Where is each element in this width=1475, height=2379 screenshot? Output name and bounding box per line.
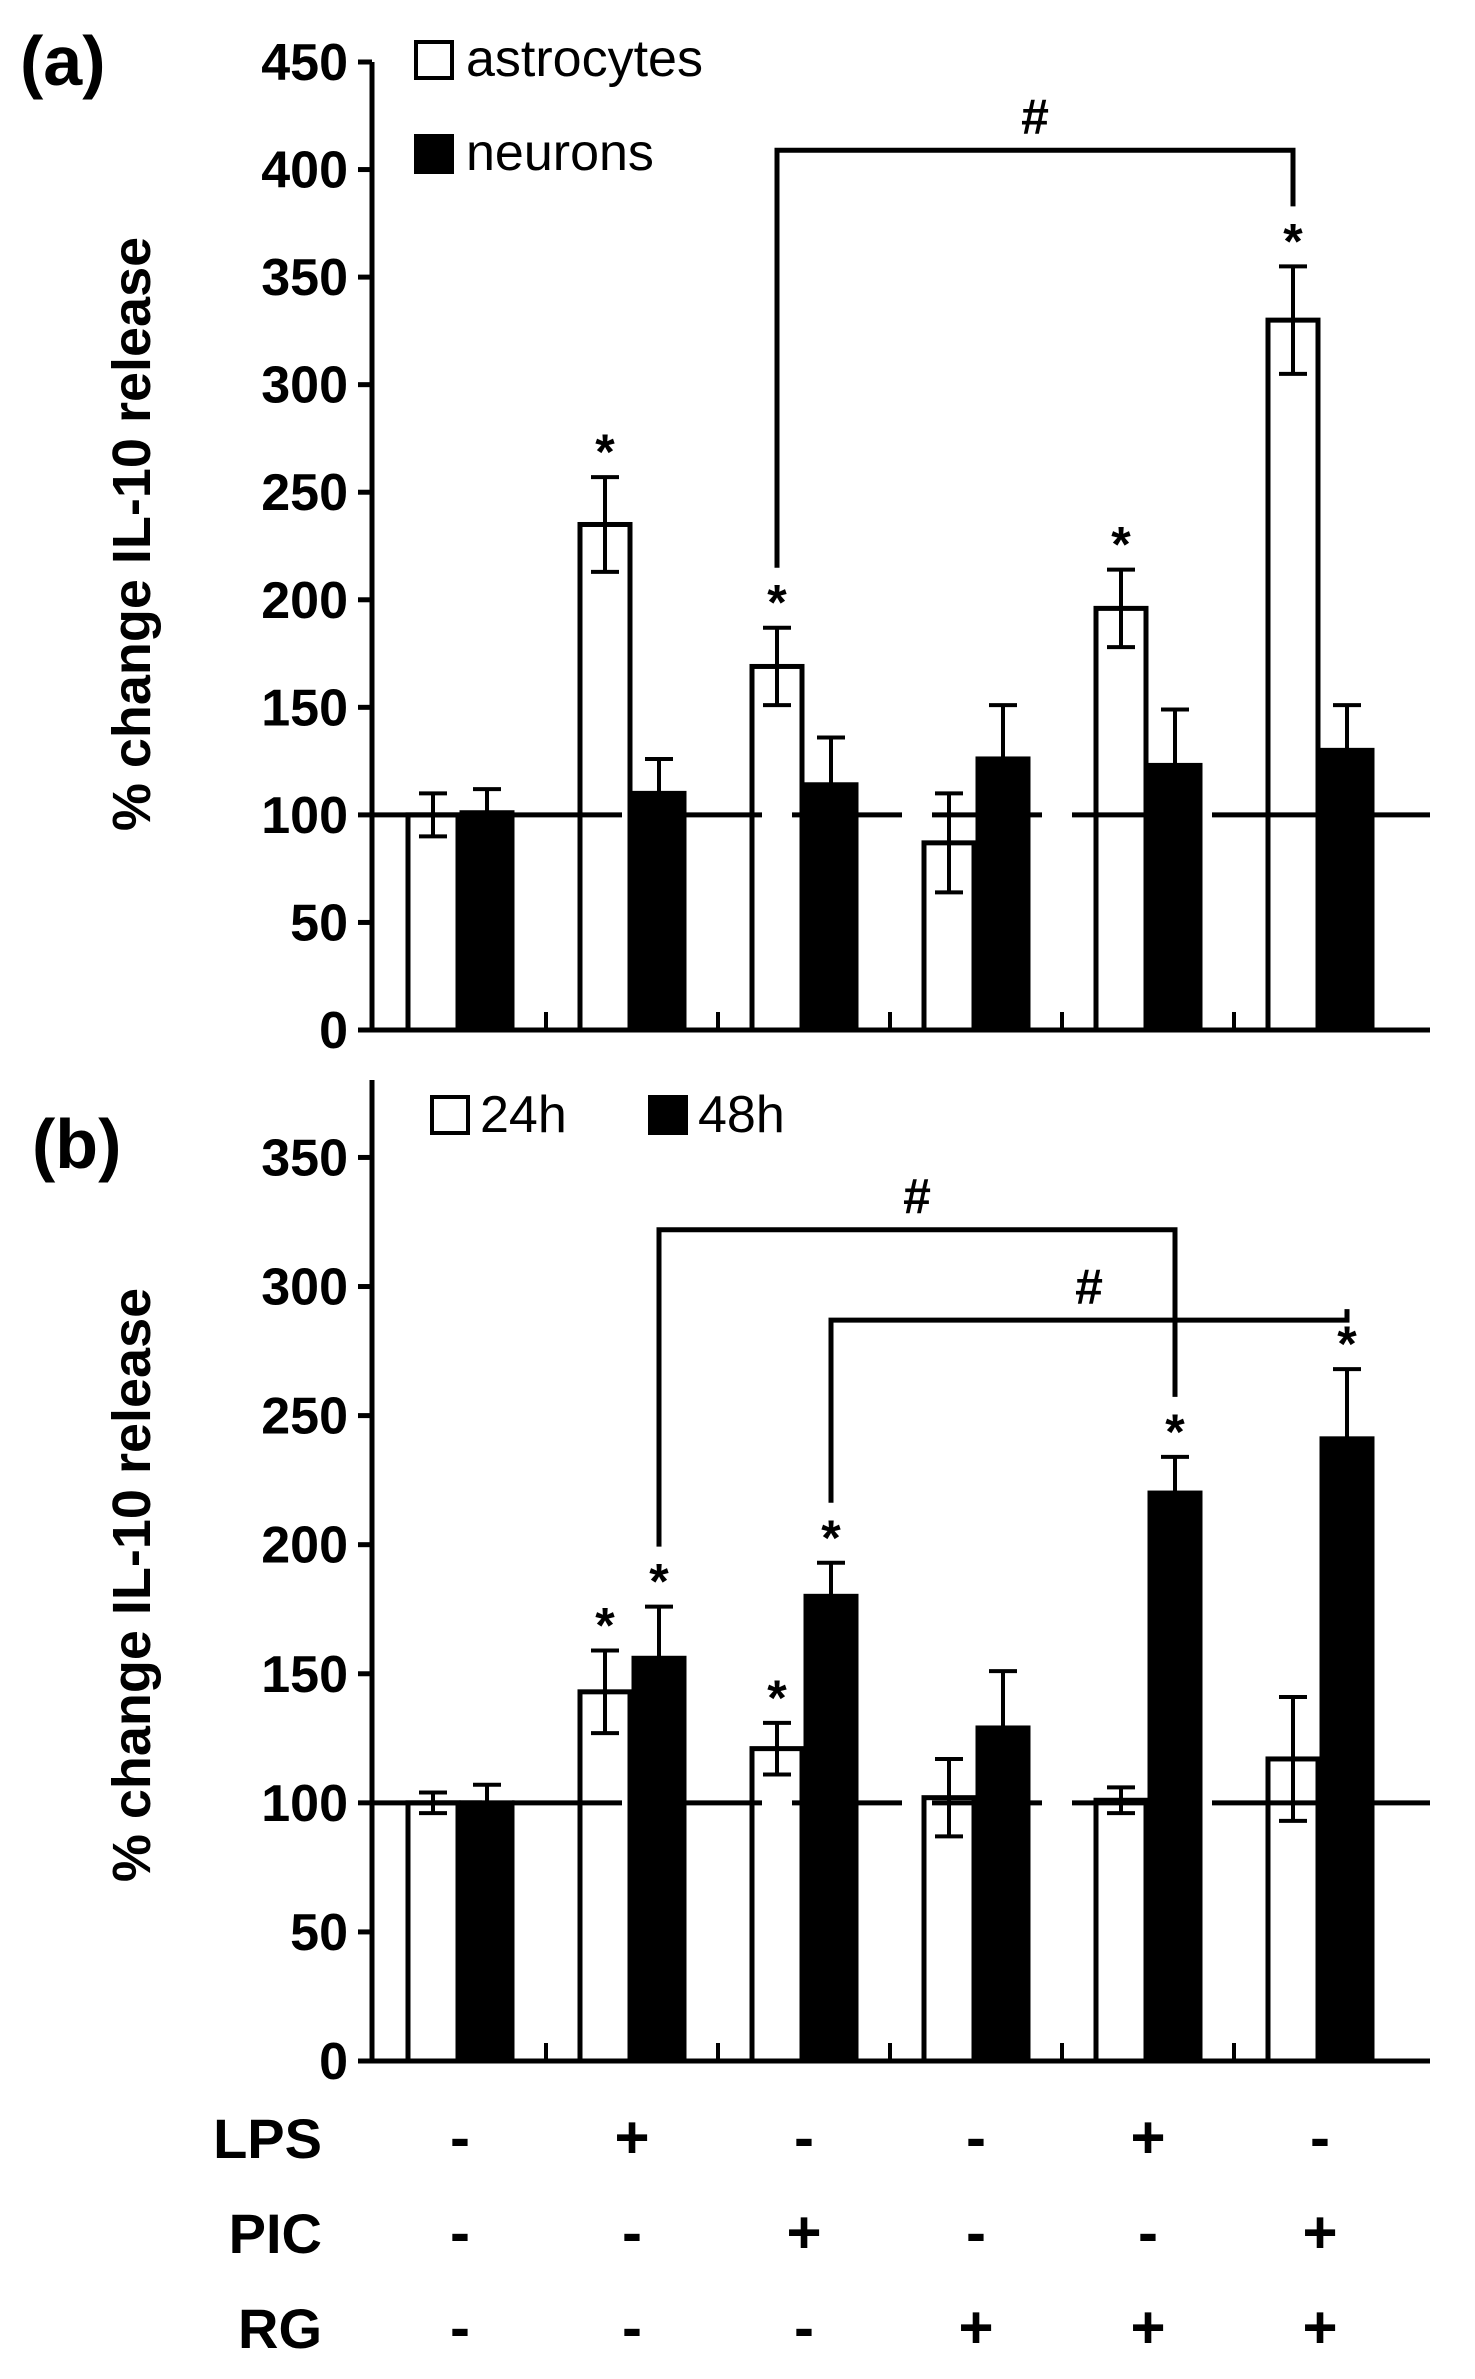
panel-b-bar xyxy=(405,1800,461,2064)
condition-label-rg: RG xyxy=(238,2297,322,2360)
legend-swatch-48h xyxy=(648,1095,688,1135)
panel-a-y-tick-label: 300 xyxy=(261,357,348,415)
panel-b-y-tick-label: 150 xyxy=(261,1646,348,1704)
condition-sign-pic: + xyxy=(786,2199,821,2266)
panel-b-y-axis-title: % change IL-10 release xyxy=(102,1288,162,1882)
panel-b-y-tick-label: 200 xyxy=(261,1517,348,1575)
panel-a: (a) % change IL-10 release astrocytes ne… xyxy=(20,22,1430,1060)
panel-b-y-tick-label: 100 xyxy=(261,1775,348,1833)
panel-b-significance-mark: * xyxy=(649,1554,669,1610)
condition-sign-pic: - xyxy=(622,2199,642,2266)
panel-a-bracket-label: # xyxy=(1021,89,1049,145)
legend-label-astrocytes: astrocytes xyxy=(466,30,703,88)
panel-b-bar xyxy=(1147,1490,1203,2064)
panel-b-y-tick-label: 0 xyxy=(319,2033,348,2091)
panel-b-bracket-label: # xyxy=(1075,1259,1103,1315)
condition-sign-rg: - xyxy=(450,2294,470,2361)
condition-sign-pic: - xyxy=(450,2199,470,2266)
condition-sign-pic: - xyxy=(966,2199,986,2266)
condition-sign-rg: - xyxy=(794,2294,814,2361)
condition-sign-lps: - xyxy=(794,2104,814,2171)
panel-b-bar xyxy=(577,1689,633,2064)
panel-a-y-tick-label: 450 xyxy=(261,34,348,92)
panel-a-y-tick-label: 150 xyxy=(261,679,348,737)
panel-a-bar xyxy=(459,810,515,1033)
panel-b-significance-mark: * xyxy=(1165,1404,1185,1460)
legend-swatch-astrocytes xyxy=(414,40,454,80)
panel-a-y-axis-title: % change IL-10 release xyxy=(102,237,162,831)
panel-a-comparison-bracket xyxy=(774,147,1296,568)
panel-a-plot: 0 50 100 150 200 250 300 350 400 450 * * * * # xyxy=(261,34,1430,1060)
legend-swatch-24h xyxy=(430,1095,470,1135)
condition-label-lps: LPS xyxy=(213,2107,322,2170)
panel-a-significance-mark: * xyxy=(767,575,787,631)
panel-b-bracket-label: # xyxy=(903,1169,931,1225)
panel-a-bar xyxy=(1093,605,1149,1033)
panel-b-label: (b) xyxy=(32,1105,121,1183)
panel-b-significance-mark: * xyxy=(1337,1316,1357,1372)
panel-b-y-tick-label: 250 xyxy=(261,1388,348,1446)
condition-sign-rg: + xyxy=(1302,2294,1337,2361)
condition-sign-rg: - xyxy=(622,2294,642,2361)
conditions-table: LPS PIC RG - + - - + - - - + - - + - - - + + + xyxy=(213,2104,1337,2361)
panel-a-y-tick-label: 200 xyxy=(261,572,348,630)
panel-a-bar xyxy=(405,812,461,1033)
panel-a-y-tick-label: 0 xyxy=(319,1002,348,1060)
panel-a-significance-mark: * xyxy=(595,424,615,480)
panel-a-bar xyxy=(1265,317,1321,1033)
panel-b-significance-mark: * xyxy=(767,1670,787,1726)
legend-label-24h: 24h xyxy=(480,1086,567,1144)
panel-b-plot: 0 50 100 150 200 250 300 350 * * * * * * # # xyxy=(261,1080,1430,2091)
panel-b-comparison-bracket xyxy=(656,1227,1178,1547)
panel-b-bar xyxy=(1093,1797,1149,2064)
panel-b-bar xyxy=(631,1655,687,2064)
panel-b: (b) % change IL-10 release 24h 48h 0 50 10… xyxy=(32,1080,1430,2091)
panel-a-legend: astrocytes neurons xyxy=(414,30,703,182)
panel-b-bar xyxy=(803,1593,859,2064)
panel-b-y-tick-label: 350 xyxy=(261,1129,348,1187)
panel-b-bar xyxy=(749,1746,805,2064)
legend-label-neurons: neurons xyxy=(466,124,654,182)
panel-b-bar xyxy=(1319,1436,1375,2064)
condition-sign-lps: - xyxy=(450,2104,470,2171)
panel-a-y-tick-label: 100 xyxy=(261,787,348,845)
panel-a-y-tick-label: 400 xyxy=(261,142,348,200)
condition-sign-lps: + xyxy=(614,2104,649,2171)
panel-b-bar xyxy=(459,1800,515,2064)
condition-sign-lps: + xyxy=(1130,2104,1165,2171)
panel-b-significance-mark: * xyxy=(821,1510,841,1566)
panel-b-y-tick-label: 300 xyxy=(261,1259,348,1317)
panel-a-significance-mark: * xyxy=(1111,517,1131,573)
condition-sign-pic: - xyxy=(1138,2199,1158,2266)
panel-a-y-tick-label: 250 xyxy=(261,464,348,522)
panel-a-significance-mark: * xyxy=(1283,213,1303,269)
condition-sign-lps: - xyxy=(1310,2104,1330,2171)
panel-a-bar xyxy=(975,756,1031,1033)
panel-a-label: (a) xyxy=(20,22,106,100)
condition-label-pic: PIC xyxy=(229,2202,322,2265)
panel-b-comparison-bracket xyxy=(828,1309,1350,1503)
panel-b-significance-mark: * xyxy=(595,1598,615,1654)
panel-a-bar xyxy=(749,663,805,1033)
panel-a-y-tick-label: 350 xyxy=(261,249,348,307)
condition-sign-lps: - xyxy=(966,2104,986,2171)
condition-sign-pic: + xyxy=(1302,2199,1337,2266)
panel-a-bar xyxy=(577,521,633,1033)
panel-b-legend: 24h 48h xyxy=(430,1086,785,1144)
condition-sign-rg: + xyxy=(958,2294,993,2361)
legend-label-48h: 48h xyxy=(698,1086,785,1144)
panel-a-y-tick-label: 50 xyxy=(290,894,348,952)
condition-sign-rg: + xyxy=(1130,2294,1165,2361)
panel-b-y-tick-label: 50 xyxy=(290,1904,348,1962)
legend-swatch-neurons xyxy=(414,134,454,174)
condition-signs: - + - - + - - - + - - + - - - + + + xyxy=(450,2104,1338,2361)
